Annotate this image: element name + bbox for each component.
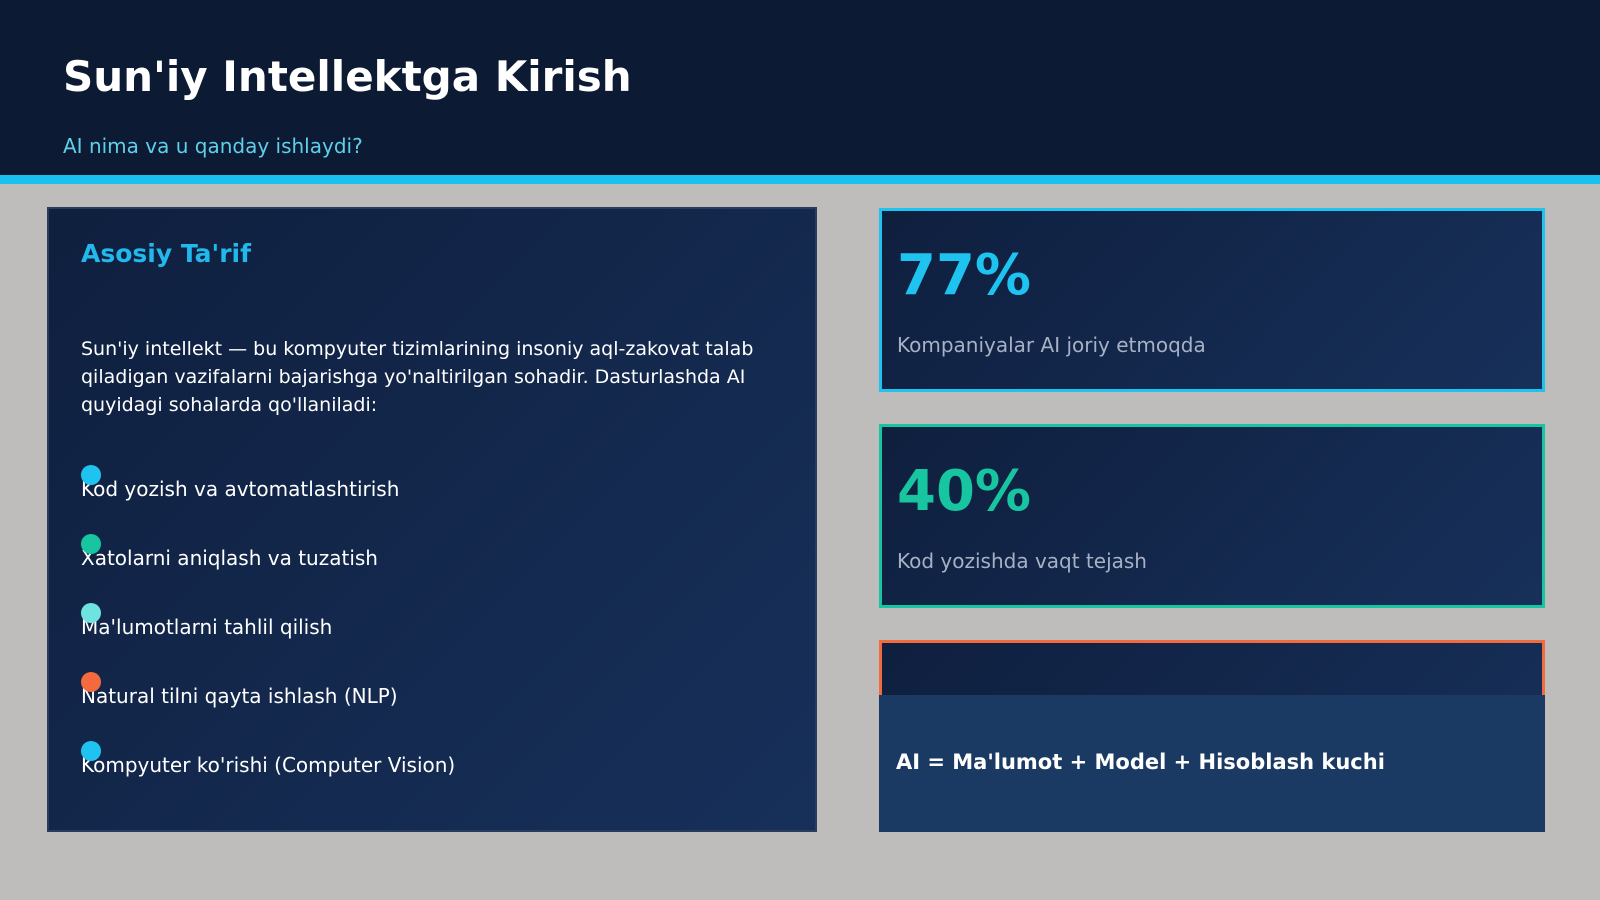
item-label: Natural tilni qayta ishlash (NLP) xyxy=(81,684,398,708)
bullet-dot xyxy=(81,534,101,554)
card-heading: Asosiy Ta'rif xyxy=(81,239,251,268)
item-label: Ma'lumotlarni tahlil qilish xyxy=(81,615,333,639)
item-label: Kod yozish va avtomatlashtirish xyxy=(81,477,400,501)
list-item: Xatolarni aniqlash va tuzatish xyxy=(81,534,378,570)
stat-card: 40% Kod yozishda vaqt tejash xyxy=(879,424,1545,608)
accent-bar xyxy=(0,175,1600,184)
bullet-dot xyxy=(81,603,101,623)
bullet-dot xyxy=(81,672,101,692)
item-label: Xatolarni aniqlash va tuzatish xyxy=(81,546,378,570)
paragraph: Sun'iy intellekt — bu kompyuter tizimlar… xyxy=(81,338,754,416)
definition-card: Asosiy Ta'rif Sun'iy intellekt — bu komp… xyxy=(47,207,817,832)
title: Sun'iy Intellektga Kirish xyxy=(63,52,632,101)
formula-text: AI = Ma'lumot + Model + Hisoblash kuchi xyxy=(896,750,1385,774)
stat-label: Kod yozishda vaqt tejash xyxy=(897,549,1147,573)
list-item: Kompyuter ko'rishi (Computer Vision) xyxy=(81,741,456,777)
stat-value: 77% xyxy=(897,243,1032,308)
stat-label: Kompaniyalar AI joriy etmoqda xyxy=(897,333,1206,357)
subtitle: AI nima va u qanday ishlaydi? xyxy=(63,134,363,158)
bullet-dot xyxy=(81,465,101,485)
item-label: Kompyuter ko'rishi (Computer Vision) xyxy=(81,753,456,777)
formula-box: AI = Ma'lumot + Model + Hisoblash kuchi xyxy=(879,695,1545,832)
header: Sun'iy Intellektga Kirish AI nima va u q… xyxy=(0,0,1600,175)
bullet-dot xyxy=(81,741,101,761)
list-item: Natural tilni qayta ishlash (NLP) xyxy=(81,672,398,708)
list-item: Ma'lumotlarni tahlil qilish xyxy=(81,603,333,639)
list-item: Kod yozish va avtomatlashtirish xyxy=(81,465,400,501)
stat-value: 40% xyxy=(897,459,1032,524)
stat-card: 77% Kompaniyalar AI joriy etmoqda xyxy=(879,208,1545,392)
